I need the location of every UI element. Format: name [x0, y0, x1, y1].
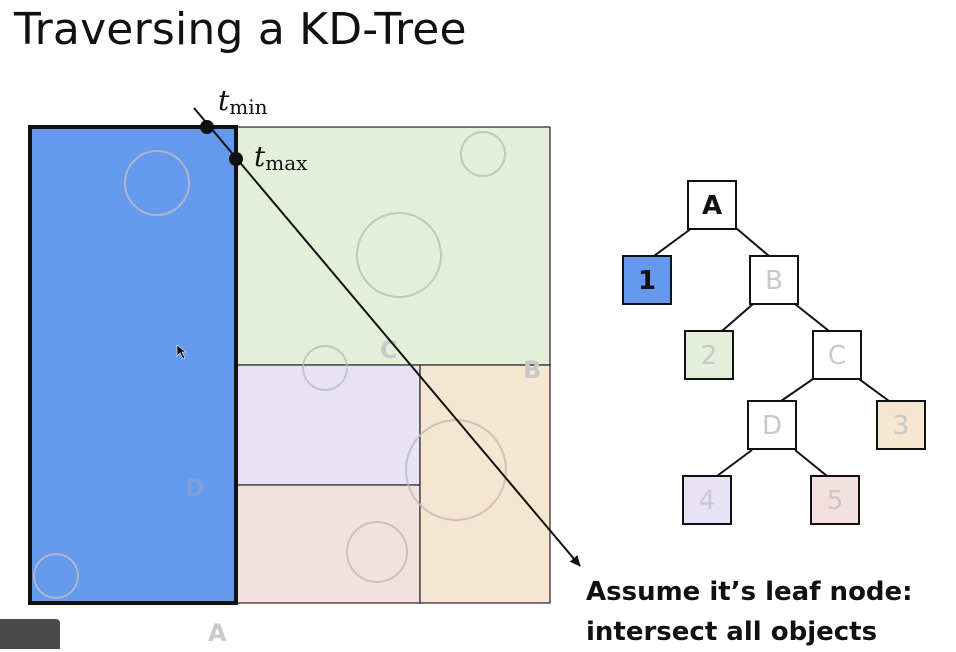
ray-line [193, 107, 581, 567]
object-circle [33, 553, 79, 599]
t-min-label: tmin [218, 84, 268, 119]
tree-node-c-label: C [828, 341, 846, 371]
t-max-label: tmax [254, 140, 308, 175]
tree-leaf-1 [622, 255, 672, 305]
scene-objects [33, 131, 507, 599]
webcam-overlay [0, 619, 60, 649]
partition-label-b: B [523, 356, 541, 384]
tree-node-a [687, 180, 737, 230]
region-3-leaf [419, 364, 551, 604]
tree-node-d [747, 400, 797, 450]
tree-node-b-label: B [765, 266, 783, 296]
region-2-leaf [235, 126, 551, 366]
tree-leaf-5 [810, 475, 860, 525]
leaf-node-callout: Assume it’s leaf node: intersect all obj… [586, 572, 913, 652]
callout-line-2: intersect all objects [586, 617, 878, 647]
region-1-border [28, 125, 238, 605]
tree-leaf-4-label: 4 [699, 486, 716, 516]
tree-leaf-3 [876, 400, 926, 450]
tree-node-c [812, 330, 862, 380]
tree-leaf-1-label: 1 [638, 266, 656, 296]
object-circle [356, 212, 442, 298]
tree-node-a-label: A [702, 191, 722, 221]
region-4-leaf [235, 364, 421, 486]
partition-label-d: D [185, 474, 205, 502]
mouse-cursor-icon [176, 344, 187, 360]
tree-leaf-2-label: 2 [701, 341, 718, 371]
tree-leaf-3-label: 3 [893, 411, 910, 441]
object-circle [302, 345, 348, 391]
object-circle [124, 150, 190, 216]
t-max-point [229, 152, 243, 166]
tree-leaf-4 [682, 475, 732, 525]
tree-node-d-label: D [762, 411, 782, 441]
region-1-leaf [30, 127, 236, 603]
t-min-point [200, 120, 214, 134]
partition-label-a: A [208, 619, 227, 647]
slide-title: Traversing a KD-Tree [14, 4, 467, 55]
region-5-leaf [235, 484, 421, 604]
tree-edges [653, 227, 890, 477]
tree-leaf-5-label: 5 [827, 486, 844, 516]
tree-node-b [749, 255, 799, 305]
object-circle [346, 521, 408, 583]
tree-leaf-2 [684, 330, 734, 380]
callout-line-1: Assume it’s leaf node: [586, 577, 913, 607]
object-circle [460, 131, 506, 177]
